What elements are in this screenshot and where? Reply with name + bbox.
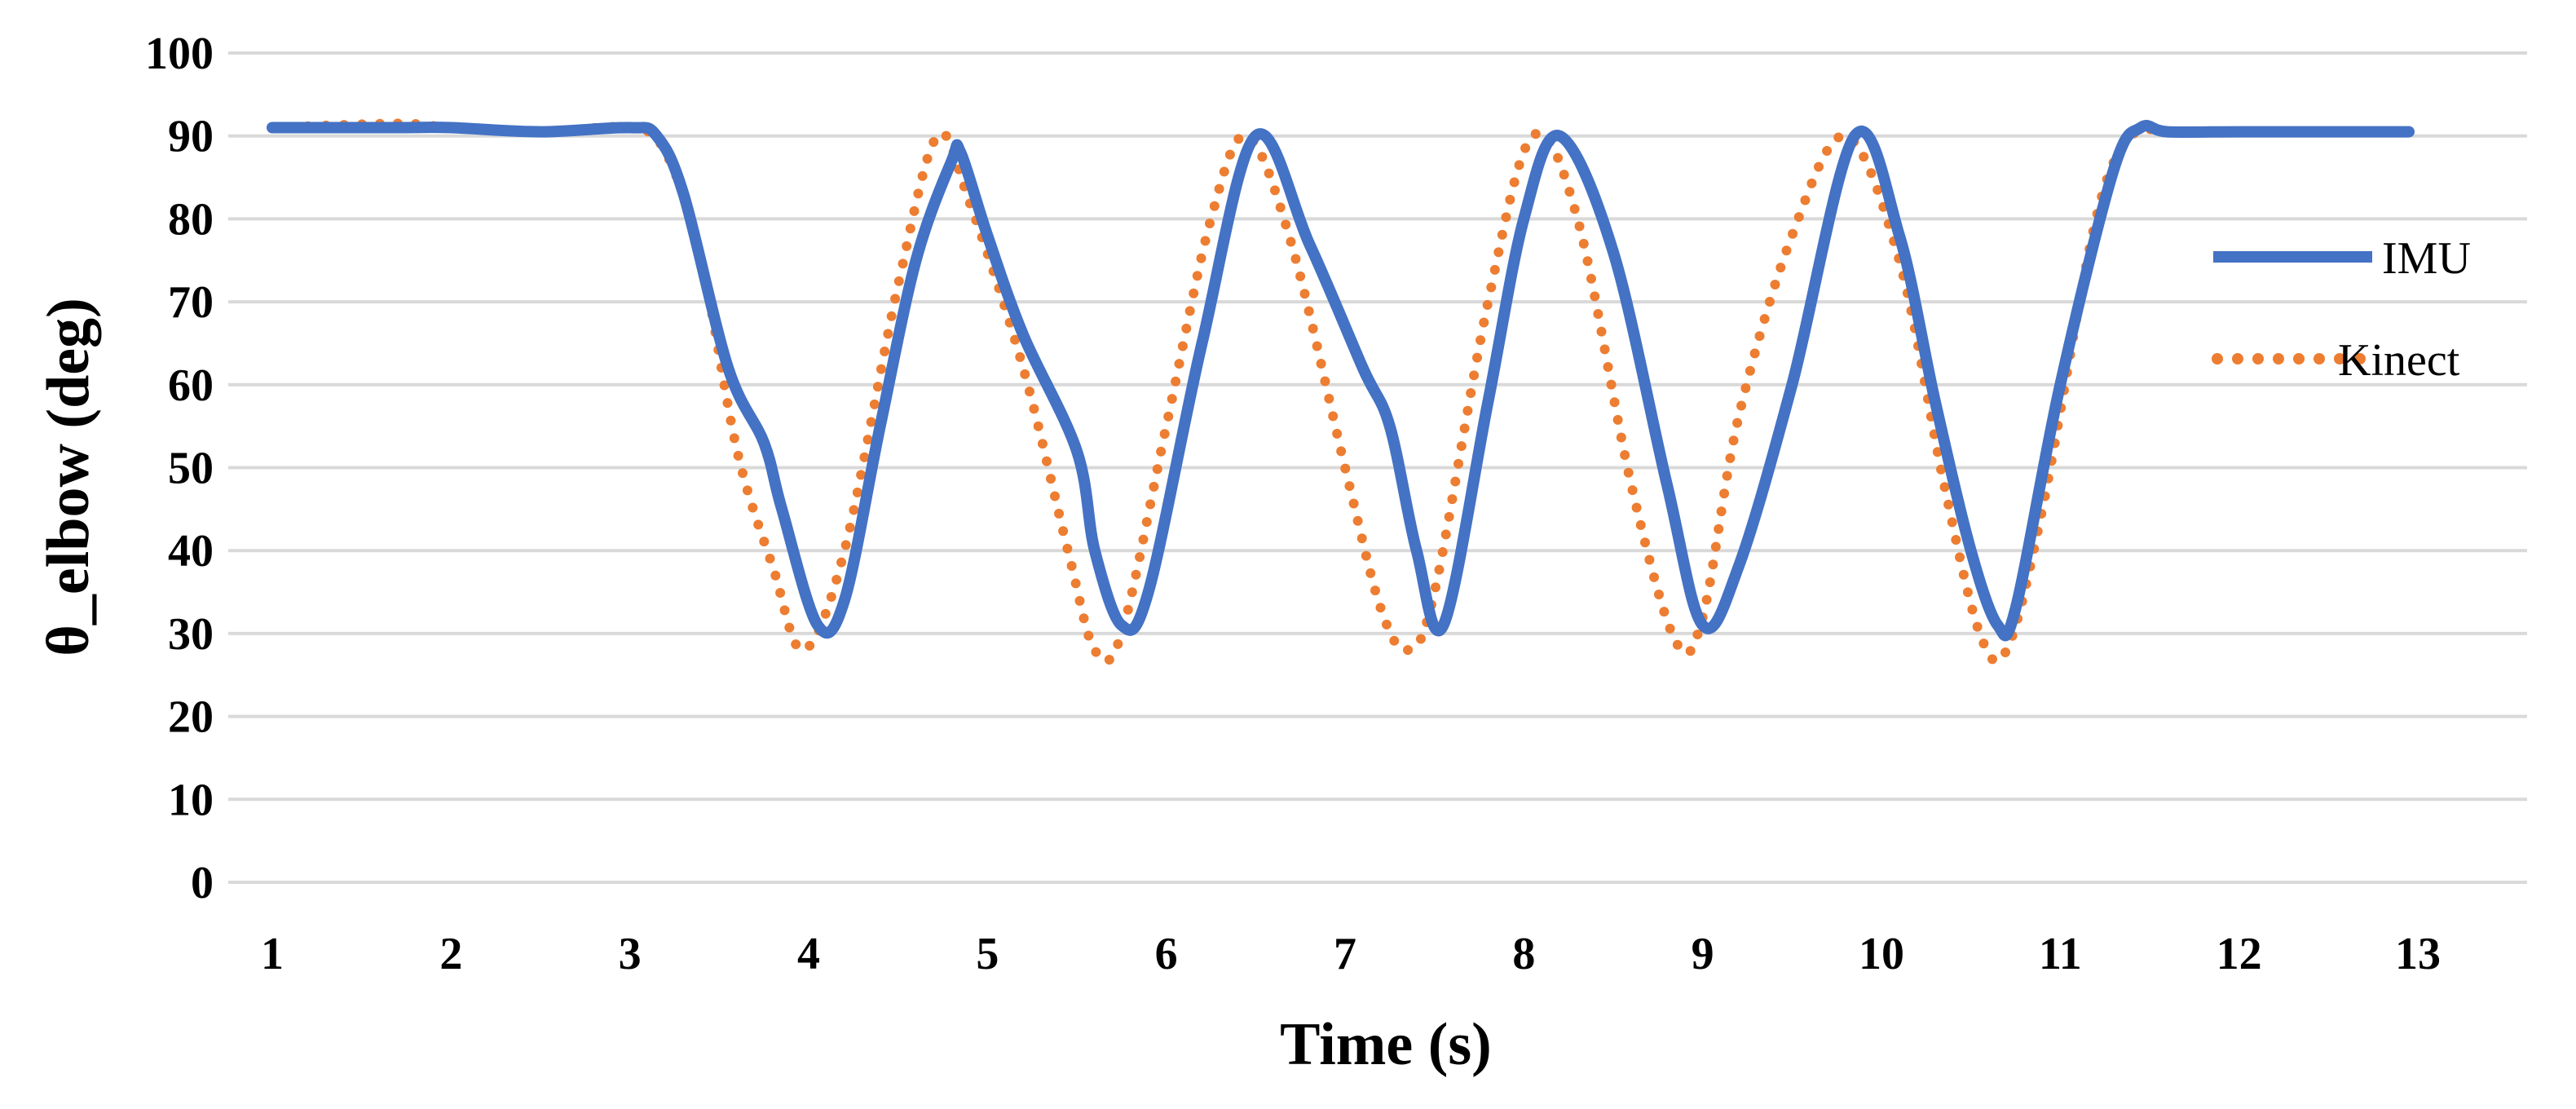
y-tick-labels: 0 10 20 30 40 50 60 70 80 90 100: [145, 29, 214, 908]
y-tick-label: 0: [191, 858, 214, 908]
y-tick-label: 90: [168, 112, 214, 162]
x-axis-title: Time (s): [1280, 1011, 1492, 1078]
y-tick-label: 40: [168, 526, 214, 577]
x-tick-label: 13: [2395, 929, 2441, 979]
x-tick-label: 8: [1512, 929, 1535, 979]
x-tick-label: 3: [619, 929, 642, 979]
y-tick-label: 100: [145, 29, 214, 79]
series-layer: [267, 118, 2415, 666]
y-tick-label: 60: [168, 360, 214, 411]
x-tick-label: 12: [2217, 929, 2262, 979]
x-tick-label: 9: [1692, 929, 1714, 979]
y-tick-label: 20: [168, 692, 214, 743]
x-tick-label: 7: [1334, 929, 1356, 979]
y-tick-label: 70: [168, 277, 214, 328]
x-tick-label: 6: [1155, 929, 1178, 979]
x-tick-label: 1: [261, 929, 284, 979]
x-tick-label: 4: [797, 929, 820, 979]
x-tick-label: 10: [1859, 929, 1904, 979]
y-tick-label: 50: [168, 444, 214, 494]
x-tick-labels: 1 2 3 4 5 6 7 8 9 10 11 12 13: [261, 929, 2441, 979]
y-tick-label: 80: [168, 194, 214, 245]
y-tick-label: 10: [168, 775, 214, 825]
x-tick-label: 5: [976, 929, 999, 979]
x-tick-label: 2: [439, 929, 462, 979]
series-line-kinect: [267, 118, 2414, 666]
legend-label-kinect: Kinect: [2338, 335, 2460, 386]
x-tick-label: 11: [2039, 929, 2082, 979]
legend: IMU Kinect: [2212, 233, 2471, 386]
gridlines: [228, 51, 2527, 884]
y-tick-label: 30: [168, 609, 214, 660]
legend-label-imu: IMU: [2382, 233, 2471, 284]
series-line-imu: [267, 120, 2415, 642]
y-axis-title: θ_elbow (deg): [35, 298, 102, 656]
